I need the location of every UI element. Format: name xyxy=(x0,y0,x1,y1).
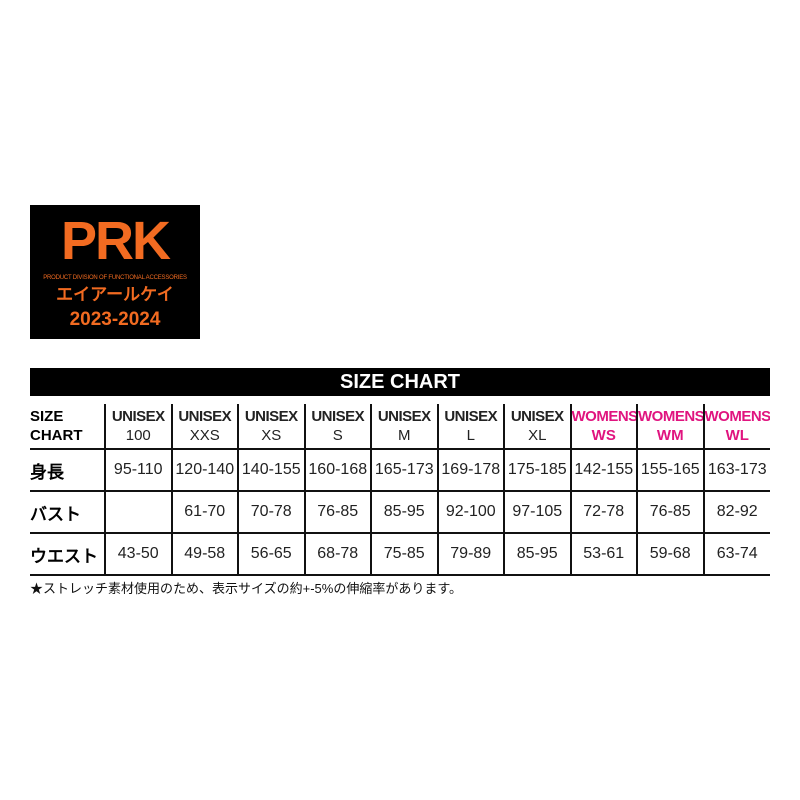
corner-line: CHART xyxy=(30,427,83,444)
table-cell: 142-155 xyxy=(569,449,637,492)
column-header: UNISEX XS xyxy=(237,404,305,450)
table-cell: 70-78 xyxy=(237,491,305,534)
column-group: WOMENS xyxy=(704,408,770,425)
table-cell: 82-92 xyxy=(702,491,770,534)
table-cell: 61-70 xyxy=(170,491,238,534)
table-cell: 175-185 xyxy=(503,449,571,492)
column-size: M xyxy=(398,427,411,444)
table-cell: 169-178 xyxy=(436,449,504,492)
table-cell: 72-78 xyxy=(569,491,637,534)
column-size: WM xyxy=(656,427,684,444)
column-size: L xyxy=(466,427,475,444)
column-size: XXS xyxy=(189,427,220,444)
column-size: WL xyxy=(725,427,749,444)
column-size: XS xyxy=(261,427,282,444)
table-cell: 59-68 xyxy=(636,533,704,576)
table-row: バスト 61-70 70-78 76-85 85-95 92-100 97-105 72-78… xyxy=(30,491,770,534)
size-table: SIZE CHART UNISEX 100 UNISEX XXS UNISEX XS UNISE… xyxy=(30,404,770,576)
table-cell: 63-74 xyxy=(702,533,770,576)
row-label: ウエスト xyxy=(30,533,105,576)
table-cell: 95-110 xyxy=(104,449,172,492)
column-header: UNISEX XXS xyxy=(170,404,238,450)
logo-kana: エイアールケイ xyxy=(56,285,174,304)
table-cell: 76-85 xyxy=(636,491,704,534)
table-cell: 163-173 xyxy=(702,449,770,492)
table-cell: 43-50 xyxy=(104,533,172,576)
table-cell: 75-85 xyxy=(370,533,438,576)
table-cell: 85-95 xyxy=(370,491,438,534)
table-cell: 79-89 xyxy=(436,533,504,576)
column-header: WOMENS WS xyxy=(569,404,637,450)
stretch-note: ★ストレッチ素材使用のため、表示サイズの約+-5%の伸縮率があります。 xyxy=(30,581,463,596)
header-row: SIZE CHART UNISEX 100 UNISEX XXS UNISEX XS UNISE… xyxy=(30,404,770,450)
table-cell: 155-165 xyxy=(636,449,704,492)
table-cell: 85-95 xyxy=(503,533,571,576)
corner-line: SIZE xyxy=(30,408,64,425)
column-size: XL xyxy=(528,427,547,444)
table-cell: 49-58 xyxy=(170,533,238,576)
column-group: UNISEX xyxy=(444,408,498,425)
column-header: UNISEX S xyxy=(303,404,371,450)
column-size: 100 xyxy=(125,427,151,444)
column-group: UNISEX xyxy=(244,408,298,425)
column-group: WOMENS xyxy=(571,408,637,425)
column-group: UNISEX xyxy=(111,408,165,425)
table-cell: 165-173 xyxy=(370,449,438,492)
row-label: バスト xyxy=(30,491,105,534)
column-header: UNISEX L xyxy=(436,404,504,450)
table-cell: 160-168 xyxy=(303,449,371,492)
column-header: UNISEX 100 xyxy=(104,404,172,450)
column-header: WOMENS WM xyxy=(636,404,704,450)
column-group: UNISEX xyxy=(510,408,564,425)
table-cell: 56-65 xyxy=(237,533,305,576)
column-group: UNISEX xyxy=(311,408,365,425)
table-row: 身長 95-110 120-140 140-155 160-168 165-173 169-… xyxy=(30,449,770,492)
logo-years: 2023-2024 xyxy=(69,309,161,330)
column-header: WOMENS WL xyxy=(702,404,770,450)
column-group: WOMENS xyxy=(638,408,704,425)
table-cell: 92-100 xyxy=(436,491,504,534)
column-group: UNISEX xyxy=(178,408,232,425)
corner-label: SIZE CHART xyxy=(30,404,105,450)
logo-tagline: PRODUCT DIVISION OF FUNCTIONAL ACCESSORI… xyxy=(43,275,187,281)
row-label: 身長 xyxy=(30,449,105,492)
prk-logo: PRK PRODUCT DIVISION OF FUNCTIONAL ACCES… xyxy=(30,205,200,339)
chart-title: SIZE CHART xyxy=(30,368,770,396)
table-cell: 53-61 xyxy=(569,533,637,576)
column-header: UNISEX XL xyxy=(503,404,571,450)
table-cell xyxy=(104,491,172,534)
table-cell: 97-105 xyxy=(503,491,571,534)
table-cell: 76-85 xyxy=(303,491,371,534)
table-cell: 120-140 xyxy=(170,449,238,492)
column-group: UNISEX xyxy=(377,408,431,425)
table-cell: 140-155 xyxy=(237,449,305,492)
table-cell: 68-78 xyxy=(303,533,371,576)
column-size: S xyxy=(332,427,343,444)
column-header: UNISEX M xyxy=(370,404,438,450)
column-size: WS xyxy=(591,427,616,444)
logo-mark: PRK xyxy=(60,211,171,271)
table-row: ウエスト 43-50 49-58 56-65 68-78 75-85 79-89 85-95 5… xyxy=(30,533,770,576)
